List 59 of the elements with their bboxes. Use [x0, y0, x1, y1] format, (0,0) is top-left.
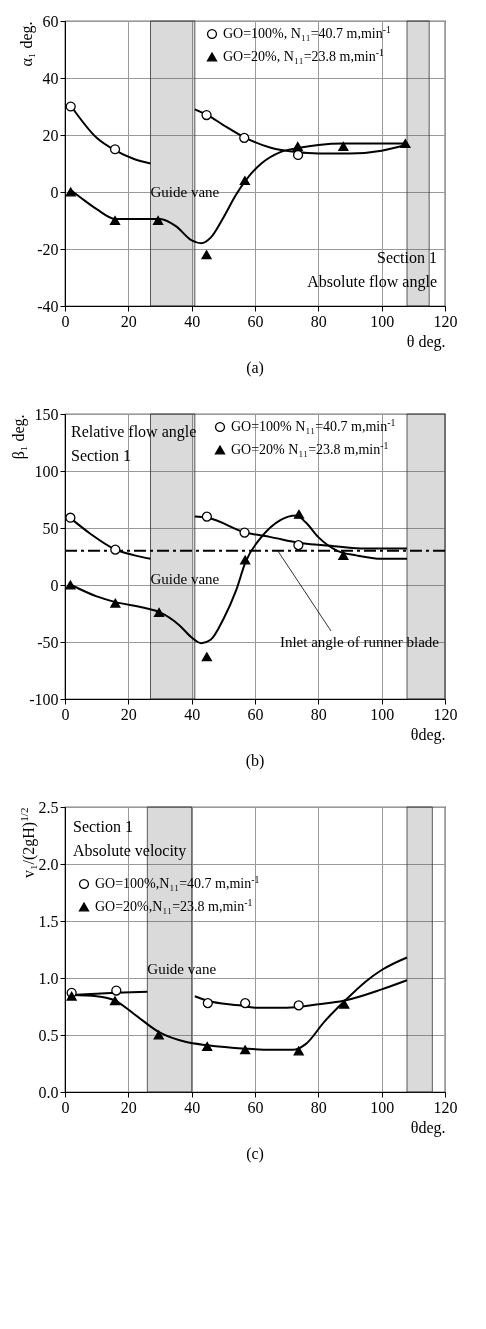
y-tick-label: 40 — [42, 69, 59, 87]
x-tick-label: 80 — [310, 705, 327, 723]
y-tick-label: 0 — [50, 183, 59, 201]
x-axis-title: θ deg. — [406, 332, 446, 351]
y-tick-label: 0 — [50, 576, 59, 594]
x-tick-label: 20 — [120, 312, 137, 330]
y-tick-label: 0.0 — [38, 1083, 59, 1101]
band-label: Guide vane — [150, 571, 220, 588]
x-axis-title: θdeg. — [410, 1118, 446, 1137]
y-tick-label: -50 — [37, 633, 59, 651]
y-tick-label: -100 — [29, 690, 59, 708]
ref-line-label: Inlet angle of runner blade — [279, 634, 440, 650]
legend-label: GO=20% N₁₁=23.8 m,min$^{-1}$ — [231, 439, 389, 457]
y-tick-label: 20 — [42, 126, 59, 144]
x-tick-label: 100 — [370, 1098, 395, 1116]
annotation: Section 1 — [377, 249, 437, 266]
x-tick-label: 120 — [433, 705, 458, 723]
x-tick-label: 40 — [184, 705, 201, 723]
x-tick-label: 40 — [184, 312, 201, 330]
text: (b) — [245, 752, 265, 770]
legend-label: GO=100%, N₁₁=40.7 m,min$^{-1}$ — [223, 23, 391, 41]
annotation: Section 1 — [73, 818, 133, 835]
y-tick-label: -40 — [37, 297, 59, 315]
y-tick-label: 0.5 — [38, 1026, 59, 1044]
y-tick-label: 60 — [42, 12, 59, 30]
x-tick-label: 0 — [61, 705, 70, 723]
band-label: Guide vane — [150, 184, 220, 200]
x-tick-label: 0 — [61, 312, 70, 330]
x-tick-label: 100 — [370, 705, 395, 723]
x-tick-label: 80 — [310, 312, 327, 330]
x-tick-label: 120 — [433, 312, 458, 330]
text: (c) — [246, 1145, 264, 1163]
x-tick-label: 20 — [120, 705, 137, 723]
x-tick-label: 100 — [370, 312, 395, 330]
x-tick-label: 40 — [184, 1098, 201, 1116]
annotation: Section 1 — [71, 447, 131, 464]
y-axis-title: α₁ deg. — [18, 21, 37, 67]
x-tick-label: 120 — [433, 1098, 458, 1116]
legend-label: GO=20%, N₁₁=23.8 m,min$^{-1}$ — [223, 46, 384, 64]
legend-label: GO=100% N₁₁=40.7 m,min$^{-1}$ — [231, 416, 396, 434]
y-tick-label: 100 — [34, 462, 59, 480]
x-tick-label: 0 — [61, 1098, 70, 1116]
x-tick-label: 20 — [120, 1098, 137, 1116]
x-tick-label: 60 — [247, 705, 264, 723]
x-axis-title: θdeg. — [410, 725, 446, 744]
y-tick-label: -20 — [37, 240, 59, 258]
annotation: Absolute flow angle — [307, 273, 437, 291]
y-tick-label: 1.0 — [38, 969, 59, 987]
x-tick-label: 60 — [247, 1098, 264, 1116]
annotation: Absolute velocity — [73, 842, 187, 860]
y-tick-label: 1.5 — [38, 912, 59, 930]
y-tick-label: 2.5 — [38, 798, 59, 816]
y-tick-label: 2.0 — [38, 855, 59, 873]
y-tick-label: 50 — [42, 519, 59, 537]
text: (a) — [246, 359, 264, 377]
x-tick-label: 60 — [247, 312, 264, 330]
y-axis-title: β₁ deg. — [10, 414, 29, 460]
y-tick-label: 150 — [34, 405, 59, 423]
x-tick-label: 80 — [310, 1098, 327, 1116]
